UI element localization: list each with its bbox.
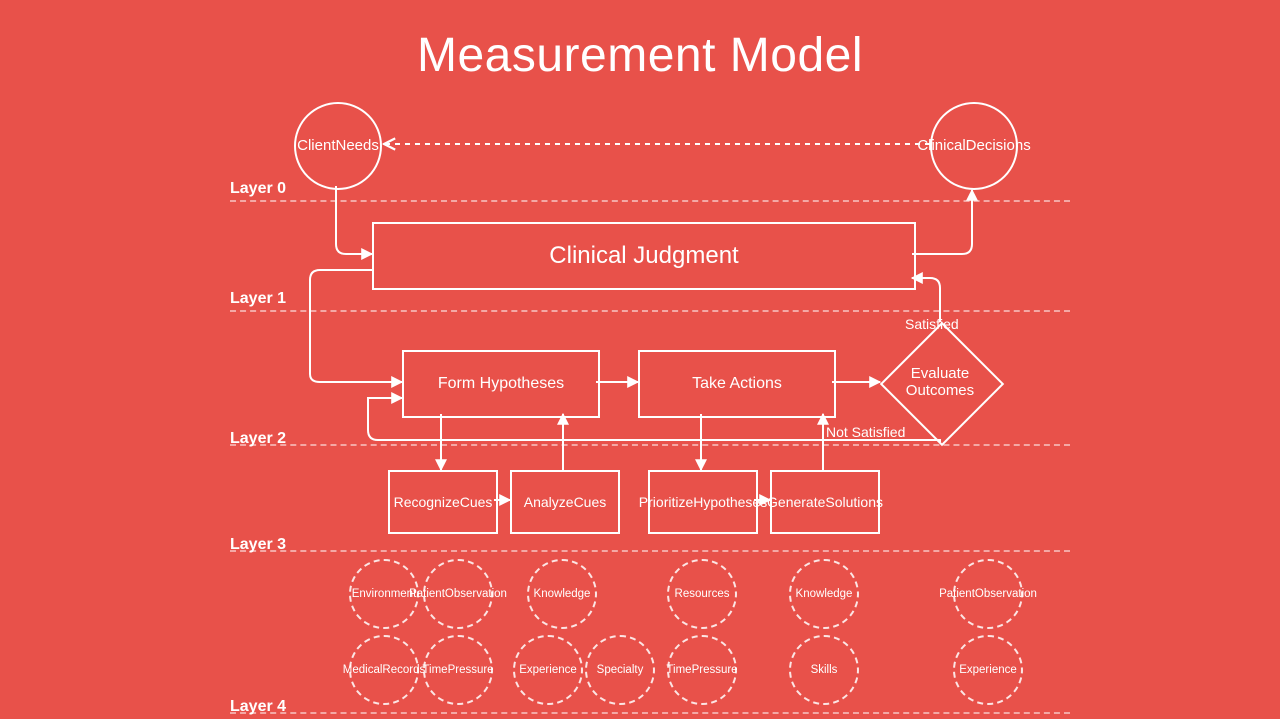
- page-title: Measurement Model: [0, 28, 1280, 83]
- layer-line-3: [230, 550, 1070, 552]
- node-generate-solutions: GenerateSolutions: [770, 470, 880, 534]
- layer-label-0: Layer 0: [230, 180, 286, 198]
- layer-line-4: [230, 712, 1070, 714]
- node-clinical-judgment: Clinical Judgment: [372, 222, 916, 290]
- diagram-stage: Measurement Model Layer 0 Layer 1 Layer …: [0, 0, 1280, 719]
- edge-label-satisfied: Satisfied: [905, 316, 959, 332]
- layer4-circle: Skills: [789, 635, 859, 705]
- layer-label-2: Layer 2: [230, 430, 286, 448]
- layer4-circle: Experience: [953, 635, 1023, 705]
- node-form-hypotheses: Form Hypotheses: [402, 350, 600, 418]
- node-recognize-cues: RecognizeCues: [388, 470, 498, 534]
- layer4-circle: Experience: [513, 635, 583, 705]
- node-take-actions: Take Actions: [638, 350, 836, 418]
- layer4-circle: PatientObservation: [423, 559, 493, 629]
- layer4-circle: TimePressure: [423, 635, 493, 705]
- layer-line-0: [230, 200, 1070, 202]
- layer4-circle: PatientObservation: [953, 559, 1023, 629]
- node-client-needs: ClientNeeds: [294, 102, 382, 190]
- layer4-circle: MedicalRecords: [349, 635, 419, 705]
- layer4-circle: Knowledge: [527, 559, 597, 629]
- layer4-circle: Knowledge: [789, 559, 859, 629]
- layer-label-4: Layer 4: [230, 698, 286, 716]
- layer-label-3: Layer 3: [230, 536, 286, 554]
- layer-label-1: Layer 1: [230, 290, 286, 308]
- node-prioritize-hypotheses: PrioritizeHypotheses: [648, 470, 758, 534]
- edge-label-not-satisfied: Not Satisfied: [826, 424, 905, 440]
- node-analyze-cues: AnalyzeCues: [510, 470, 620, 534]
- node-clinical-decisions: ClinicalDecisions: [930, 102, 1018, 190]
- layer4-circle: Specialty: [585, 635, 655, 705]
- layer4-circle: Resources: [667, 559, 737, 629]
- layer4-circle: TimePressure: [667, 635, 737, 705]
